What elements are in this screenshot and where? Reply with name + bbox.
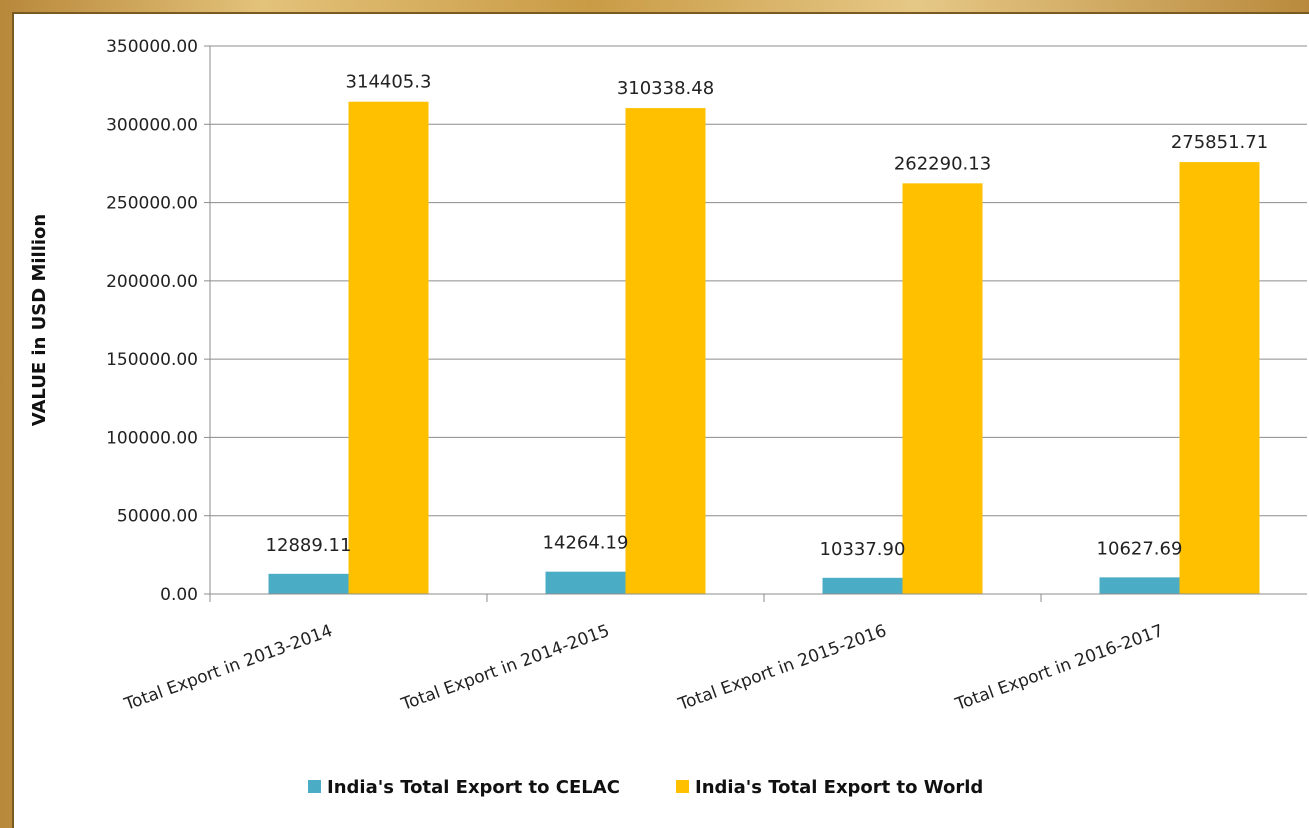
y-tick-label: 300000.00 xyxy=(106,115,198,135)
y-tick-label: 350000.00 xyxy=(106,37,198,57)
legend-entry: India's Total Export to CELAC xyxy=(327,777,620,798)
y-axis-ticks: 0.00 50000.00 100000.00 150000.00 200000.00 2… xyxy=(106,37,210,605)
bar-world xyxy=(348,101,429,594)
y-tick-label: 200000.00 xyxy=(106,272,198,292)
bar-celac xyxy=(822,577,903,594)
y-tick-label: 0.00 xyxy=(160,585,198,605)
bar-celac xyxy=(1099,577,1180,594)
y-tick-label: 150000.00 xyxy=(106,350,198,370)
x-axis xyxy=(209,46,1307,602)
bar-world xyxy=(625,108,706,595)
y-tick-label: 50000.00 xyxy=(117,507,198,527)
data-label: 12889.11 xyxy=(266,535,352,556)
category-label: Total Export in 2013-2014 xyxy=(121,621,335,715)
legend: India's Total Export to CELAC India's Tot… xyxy=(308,777,983,798)
bar-world xyxy=(1179,162,1260,594)
category-label: Total Export in 2016-2017 xyxy=(952,621,1166,715)
data-label: 262290.13 xyxy=(894,153,991,174)
legend-swatch xyxy=(676,780,689,793)
data-label: 310338.48 xyxy=(617,78,714,99)
category-label: Total Export in 2014-2015 xyxy=(398,621,612,715)
data-label: 275851.71 xyxy=(1171,132,1268,153)
y-tick-label: 100000.00 xyxy=(106,428,198,448)
data-labels: 12889.11 314405.3 14264.19 310338.48 10337.9… xyxy=(266,72,1269,560)
legend-swatch xyxy=(308,780,321,793)
data-label: 10337.90 xyxy=(820,539,906,560)
bar-world xyxy=(902,183,983,594)
category-labels: Total Export in 2013-2014 Total Export in… xyxy=(121,621,1166,715)
y-tick-label: 250000.00 xyxy=(106,194,198,214)
category-label: Total Export in 2015-2016 xyxy=(675,621,889,715)
data-label: 10627.69 xyxy=(1097,538,1183,559)
legend-entry: India's Total Export to World xyxy=(695,777,983,798)
data-label: 314405.3 xyxy=(346,72,432,93)
bar-celac xyxy=(545,571,626,594)
bars xyxy=(268,101,1260,595)
y-axis-title: VALUE in USD Million xyxy=(29,214,50,426)
bar-celac xyxy=(268,573,349,594)
data-label: 14264.19 xyxy=(543,533,629,554)
